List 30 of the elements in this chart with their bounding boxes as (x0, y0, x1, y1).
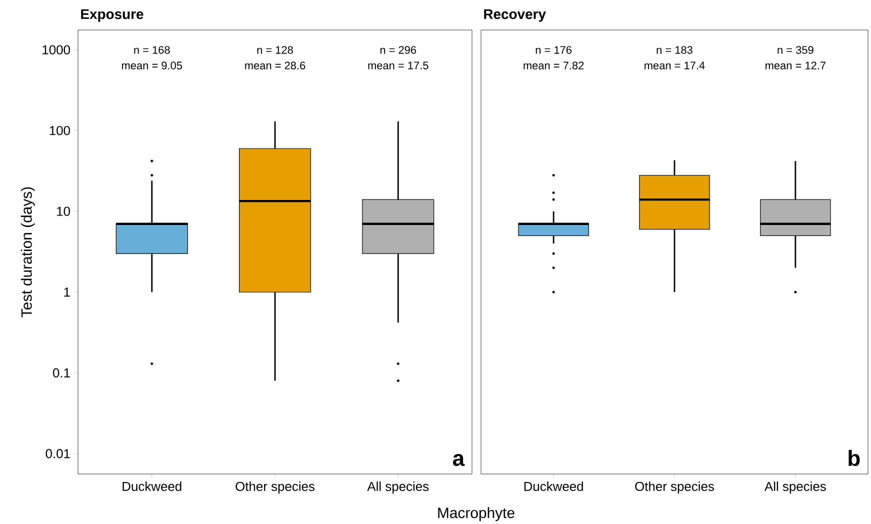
x-tick-label: Duckweed (122, 481, 182, 491)
chart-title: Exposure (81, 9, 144, 22)
annotation: a (452, 454, 465, 466)
annotation: mean = 9.05 (122, 61, 182, 70)
x-tick-label: All species (367, 481, 429, 494)
x-axis-title: Macrophyte (438, 506, 514, 521)
y-tick-label: 1 (64, 287, 70, 296)
y-axis-title: Test duration (days) (20, 187, 35, 318)
y-tick-label: 100 (50, 126, 70, 135)
x-tick-label: All species (764, 481, 826, 494)
annotation: b (848, 450, 860, 466)
annotation: mean = 12.7 (766, 61, 826, 70)
annotation: n = 168 (134, 46, 170, 54)
annotation: n = 359 (778, 46, 814, 54)
y-tick-label: 0.1 (52, 368, 70, 378)
y-tick-label: 1000 (42, 45, 70, 54)
x-tick-label: Duckweed (524, 481, 583, 491)
y-tick-label: 10 (57, 206, 70, 216)
annotation: mean = 17.4 (644, 62, 705, 70)
annotation: mean = 17.5 (368, 62, 428, 70)
annotation: mean = 28.6 (245, 61, 306, 70)
x-tick-label: Other species (236, 481, 314, 494)
annotation: mean = 7.82 (524, 61, 584, 70)
annotation: n = 128 (257, 46, 293, 54)
annotation: n = 176 (536, 46, 572, 54)
chart-title: Recovery (484, 9, 546, 22)
annotation: n = 296 (380, 46, 416, 54)
y-tick-label: 0.01 (46, 448, 70, 458)
annotation: n = 183 (656, 46, 692, 54)
x-tick-label: Other species (635, 481, 714, 494)
